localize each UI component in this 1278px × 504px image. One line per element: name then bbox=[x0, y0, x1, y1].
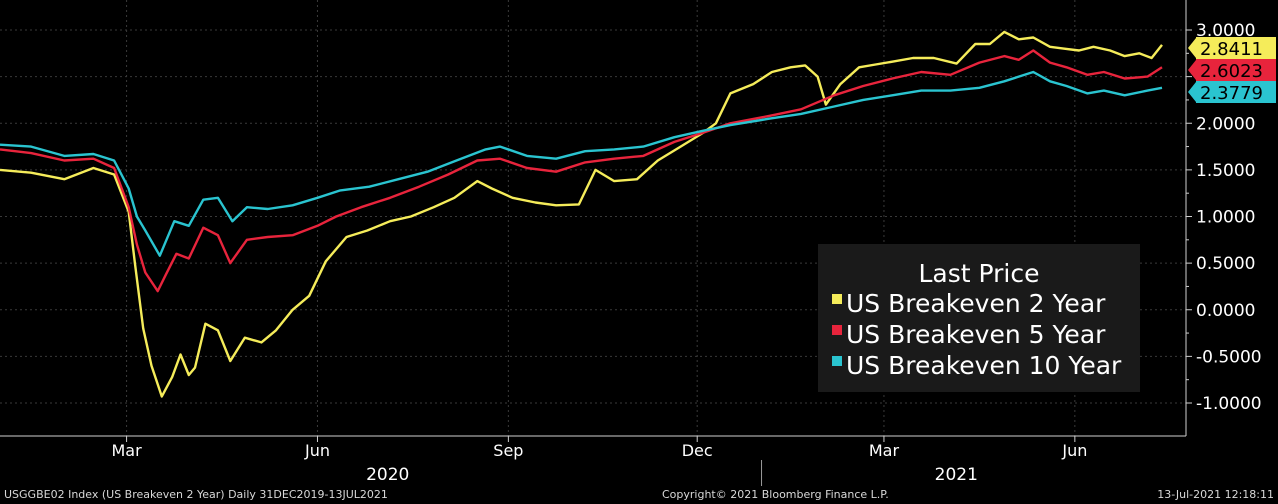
x-tick-label: Mar bbox=[869, 441, 900, 460]
footer-ticker-info: USGGBE02 Index (US Breakeven 2 Year) Dai… bbox=[4, 488, 388, 501]
y-tick-label: -1.0000 bbox=[1196, 394, 1262, 414]
y-tick-label: 1.0000 bbox=[1196, 208, 1255, 228]
footer-timestamp: 13-Jul-2021 12:18:11 bbox=[1157, 488, 1274, 501]
y-tick-label: -0.5000 bbox=[1196, 347, 1262, 367]
series-line-3 bbox=[0, 70, 1163, 257]
legend-box bbox=[818, 244, 1140, 392]
last-price-pointer bbox=[1188, 38, 1196, 58]
year-label: 2021 bbox=[935, 465, 978, 485]
y-tick-label: 1.5000 bbox=[1196, 161, 1255, 181]
last-price-box bbox=[1196, 81, 1276, 103]
year-label: 2020 bbox=[366, 465, 409, 485]
last-price-box bbox=[1196, 37, 1276, 59]
y-tick-label: 0.0000 bbox=[1196, 301, 1255, 321]
series-line-2 bbox=[0, 49, 1163, 293]
series-line-1 bbox=[0, 30, 1163, 398]
x-tick-label: Mar bbox=[111, 441, 142, 460]
y-tick-label: 3.0000 bbox=[1196, 21, 1255, 41]
series-lines bbox=[0, 30, 1163, 398]
legend-title: Last Price bbox=[918, 259, 1039, 288]
last-price-value: 2.3779 bbox=[1200, 83, 1263, 104]
x-tick-label: Jun bbox=[1061, 441, 1087, 460]
legend-entry: US Breakeven 2 Year bbox=[846, 289, 1106, 318]
x-tick-label: Sep bbox=[493, 441, 523, 460]
legend-swatch bbox=[832, 325, 842, 335]
legend-entry: US Breakeven 5 Year bbox=[846, 320, 1106, 349]
footer-copyright: Copyright© 2021 Bloomberg Finance L.P. bbox=[662, 488, 889, 501]
y-tick-label: 0.5000 bbox=[1196, 254, 1255, 274]
last-price-pointer bbox=[1188, 60, 1196, 80]
last-price-box bbox=[1196, 59, 1276, 81]
y-tick-label: 2.0000 bbox=[1196, 114, 1255, 134]
last-price-value: 2.6023 bbox=[1200, 61, 1263, 82]
legend-swatch bbox=[832, 356, 842, 366]
axes: 3.00002.50002.00001.50001.00000.50000.00… bbox=[0, 0, 1262, 486]
x-tick-label: Jun bbox=[304, 441, 330, 460]
last-price-value: 2.8411 bbox=[1200, 39, 1263, 60]
legend-entry: US Breakeven 10 Year bbox=[846, 351, 1122, 380]
legend-swatch bbox=[832, 294, 842, 304]
x-tick-label: Dec bbox=[682, 441, 713, 460]
last-price-pointer bbox=[1188, 82, 1196, 102]
